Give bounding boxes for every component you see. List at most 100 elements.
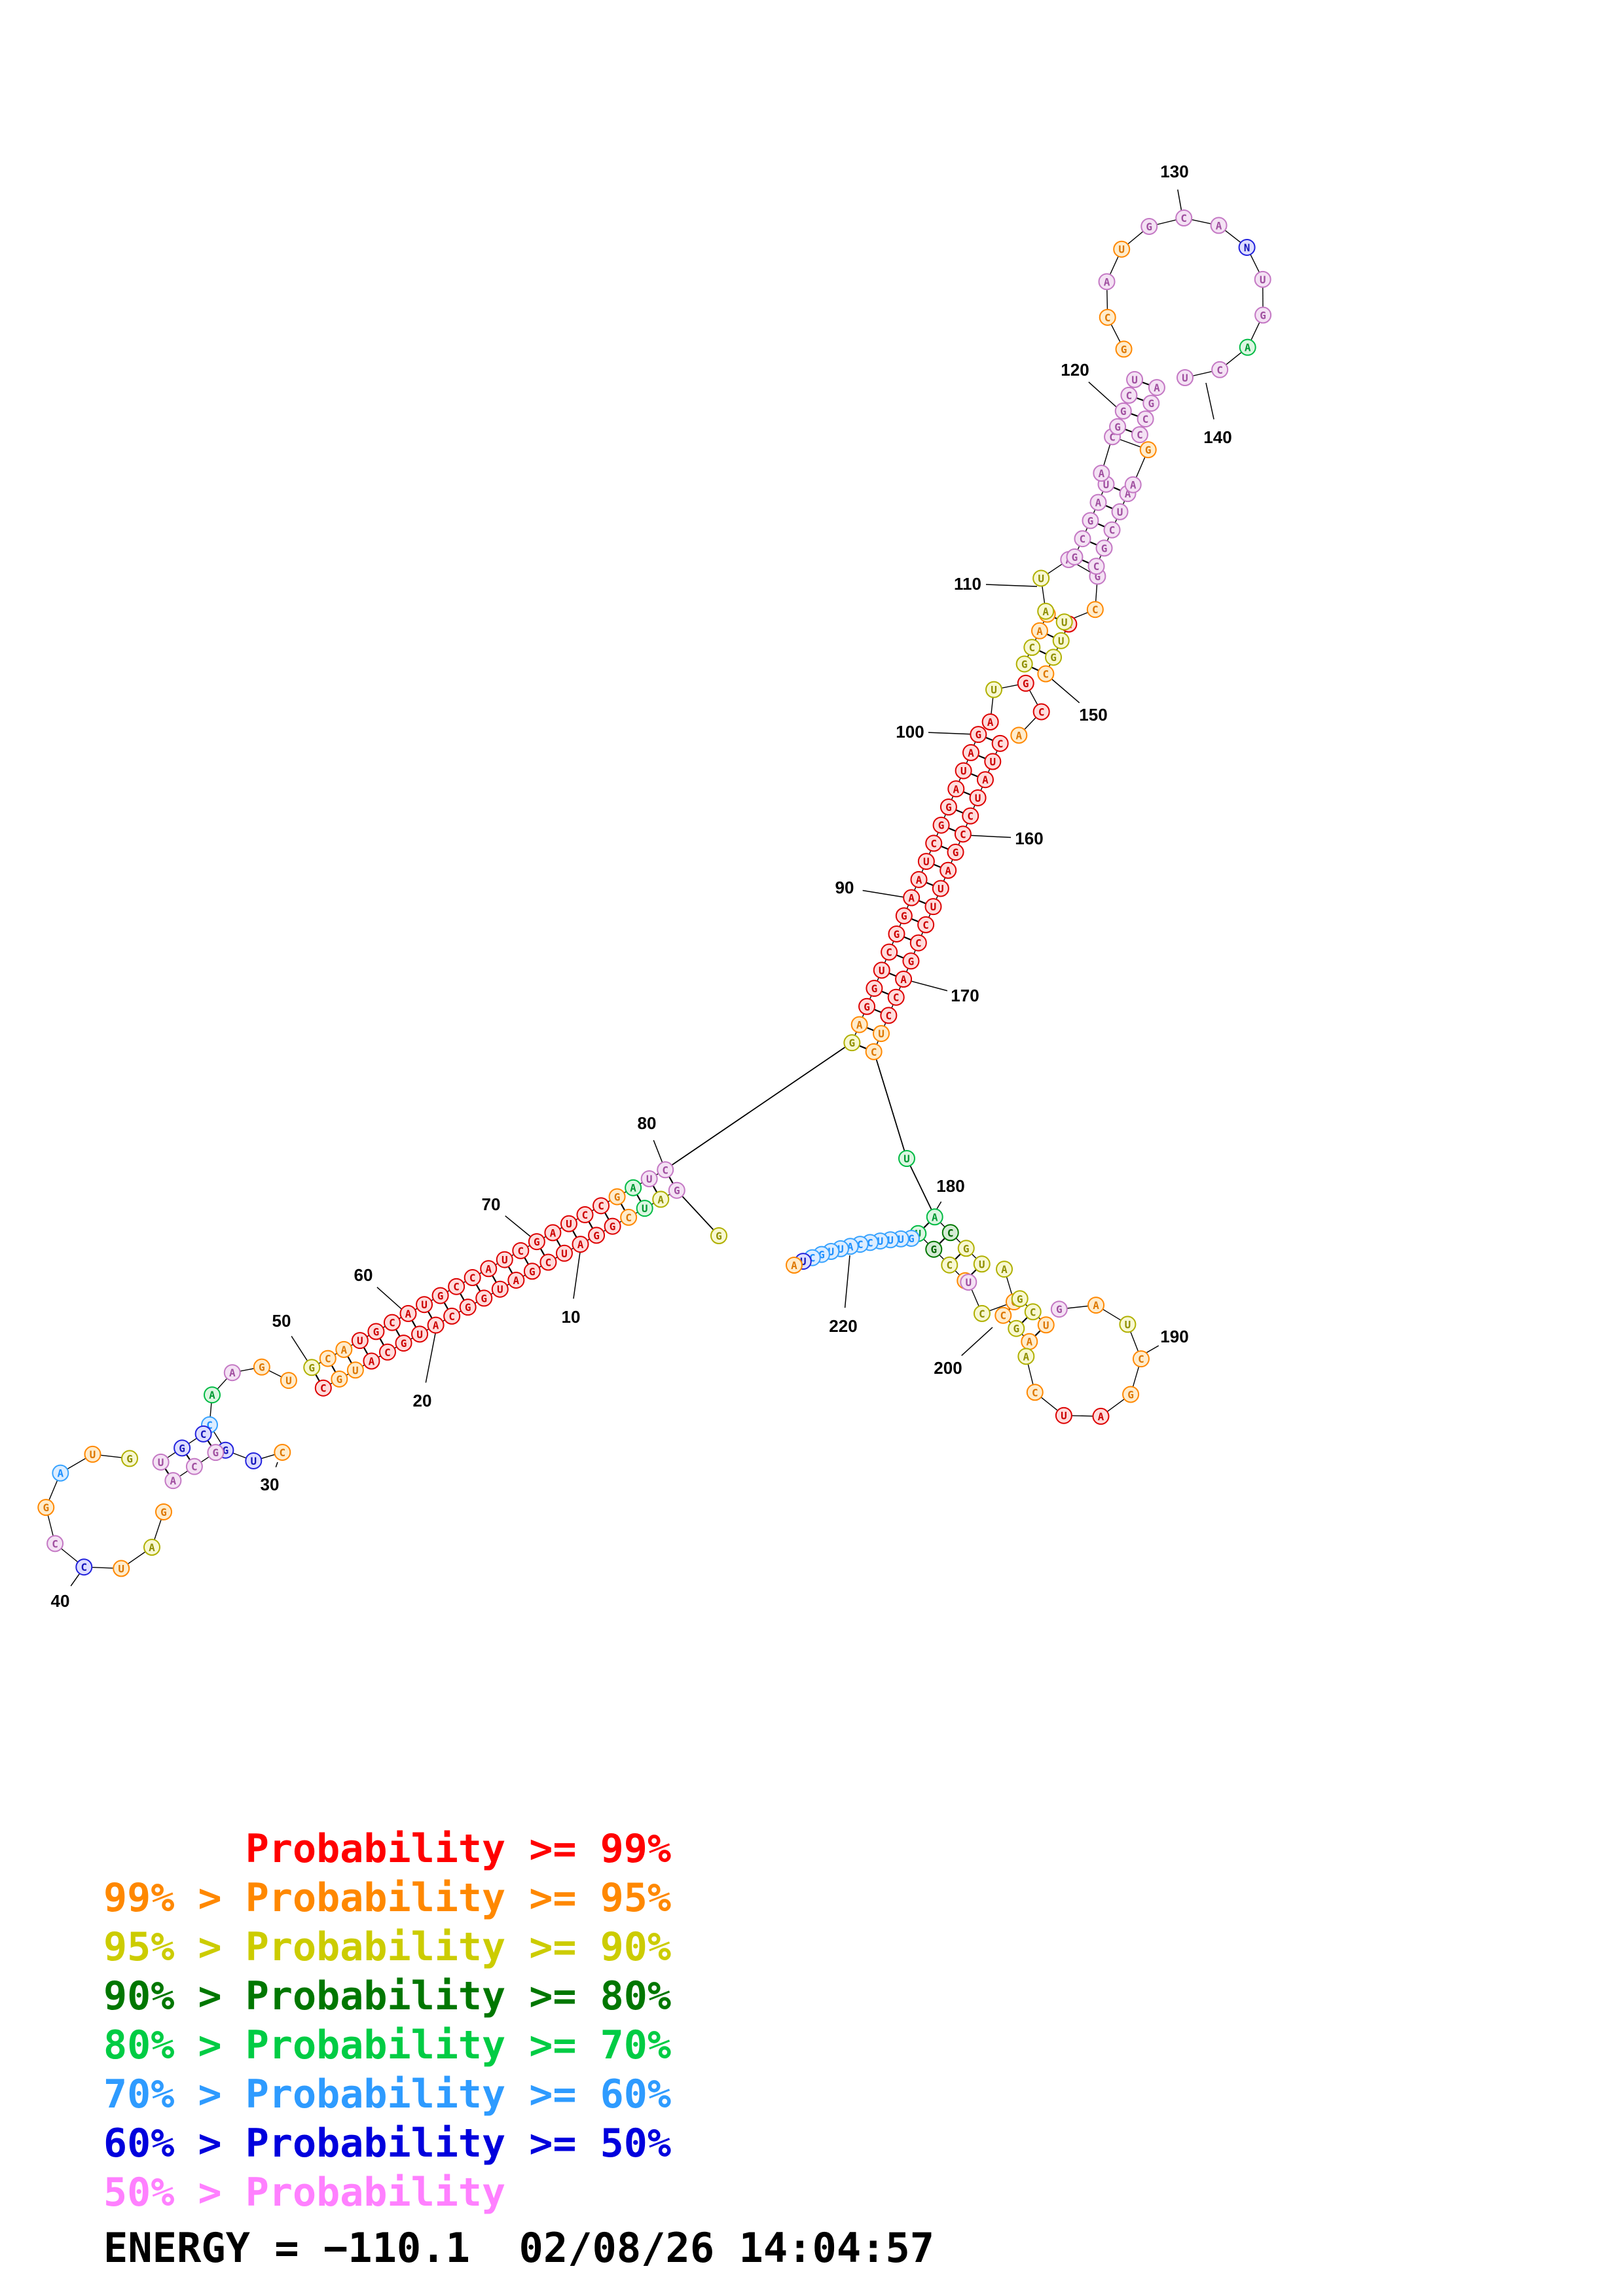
bond-line xyxy=(1047,675,1080,704)
nucleotide-letter: C xyxy=(1038,706,1045,718)
nucleotide xyxy=(245,1452,263,1469)
nucleotide-letter: C xyxy=(1093,560,1100,573)
nucleotide-letter: C xyxy=(662,1164,668,1176)
nucleotide-letter: G xyxy=(1050,651,1057,664)
nucleotide xyxy=(319,1350,337,1367)
nucleotide xyxy=(887,988,905,1006)
nucleotide-letter: G xyxy=(1056,1303,1063,1316)
nucleotide-letter: A xyxy=(550,1227,556,1239)
nucleotide-letter: C xyxy=(1216,364,1223,376)
nucleotide-letter: C xyxy=(1043,668,1049,681)
nucleotide-letter: G xyxy=(213,1446,219,1459)
nucleotide-letter: C xyxy=(52,1537,58,1550)
nucleotide xyxy=(1122,1386,1140,1403)
nucleotide xyxy=(1017,674,1034,692)
nucleotide xyxy=(620,1208,638,1226)
nucleotide-letter: G xyxy=(1072,551,1078,564)
nucleotide xyxy=(1103,521,1121,539)
position-label: 160 xyxy=(1015,829,1043,848)
nucleotide xyxy=(1114,402,1132,420)
nucleotide-letter: G xyxy=(308,1361,315,1374)
nucleotide-letter: A xyxy=(932,1211,938,1223)
position-label: 220 xyxy=(829,1316,857,1336)
nucleotide xyxy=(625,1179,642,1196)
nucleotide-letter: U xyxy=(1061,616,1068,628)
nucleotide xyxy=(865,1043,883,1060)
nucleotide xyxy=(1176,369,1194,386)
nucleotide-letter: G xyxy=(337,1373,343,1386)
nucleotide xyxy=(155,1503,172,1520)
nucleotide-letter: A xyxy=(170,1475,177,1487)
nucleotide-letter: A xyxy=(433,1319,439,1332)
position-label: 80 xyxy=(638,1113,657,1133)
nucleotide-letter: U xyxy=(800,1255,807,1268)
nucleotide xyxy=(984,753,1002,770)
nucleotide xyxy=(427,1316,445,1334)
nucleotide xyxy=(1087,1297,1105,1314)
position-label: 20 xyxy=(413,1391,432,1410)
nucleotide xyxy=(1055,1407,1072,1424)
nucleotide-letter: U xyxy=(1038,572,1044,584)
nucleotide xyxy=(331,1370,348,1388)
nucleotide-letter: G xyxy=(1095,570,1101,583)
nucleotide-letter: C xyxy=(946,1259,953,1272)
nucleotide-letter: A xyxy=(577,1238,584,1251)
nucleotide xyxy=(881,943,898,961)
nucleotide-letter: G xyxy=(871,982,878,995)
position-label: 30 xyxy=(261,1475,280,1494)
position-label: 130 xyxy=(1160,162,1188,181)
nucleotide-letter: C xyxy=(1092,603,1099,616)
nucleotide xyxy=(383,1314,401,1331)
nucleotide-letter: A xyxy=(513,1274,520,1287)
nucleotide xyxy=(37,1499,55,1516)
nucleotide xyxy=(941,1224,959,1242)
nucleotide-letter: A xyxy=(1093,1299,1099,1312)
nucleotide-letter: C xyxy=(469,1272,476,1284)
nucleotide-letter: G xyxy=(1087,514,1094,527)
nucleotide-letter: U xyxy=(975,792,981,804)
nucleotide-letter: C xyxy=(979,1308,985,1320)
nucleotide-letter: U xyxy=(979,1258,985,1270)
nucleotide xyxy=(1115,340,1133,358)
legend-row: 70% > Probability >= 60% xyxy=(103,2072,671,2117)
nucleotide-letter: A xyxy=(630,1182,636,1194)
nucleotide-letter: A xyxy=(1001,1263,1008,1276)
bond-line xyxy=(275,1462,278,1467)
position-label: 10 xyxy=(562,1307,581,1327)
nucleotide xyxy=(539,1253,557,1271)
nucleotide-letter: A xyxy=(982,774,989,786)
nucleotide-letter: C xyxy=(809,1252,816,1265)
nucleotide xyxy=(46,1535,64,1552)
nucleotide-letter: U xyxy=(250,1455,257,1467)
nucleotide-letter: U xyxy=(1131,374,1138,386)
nucleotide-letter: C xyxy=(1109,524,1116,537)
nucleotide xyxy=(1086,601,1104,619)
nucleotide xyxy=(1055,613,1073,631)
nucleotide-letter: U xyxy=(1118,243,1125,256)
nucleotide-letter: G xyxy=(1114,421,1121,433)
nucleotide-letter: C xyxy=(598,1200,604,1212)
nucleotide-letter: C xyxy=(960,828,966,840)
nucleotide-letter: U xyxy=(646,1173,653,1185)
nucleotide xyxy=(895,907,913,925)
nucleotide xyxy=(786,1257,803,1274)
bond-line xyxy=(376,1287,407,1314)
nucleotide-letter: C xyxy=(1138,1353,1144,1365)
bond-line xyxy=(862,889,909,899)
nucleotide-letter: C xyxy=(886,946,892,959)
nucleotide-letter: C xyxy=(200,1428,207,1441)
nucleotide-letter: A xyxy=(405,1308,412,1320)
nucleotide xyxy=(1087,558,1105,575)
nucleotide xyxy=(991,734,1009,752)
bond-line xyxy=(505,1215,535,1240)
bond-line xyxy=(425,1329,437,1383)
nucleotide-letter: C xyxy=(997,738,1004,750)
nucleotide-letter: A xyxy=(229,1367,236,1379)
nucleotide xyxy=(954,825,972,843)
nucleotide xyxy=(431,1287,449,1304)
bond-line xyxy=(965,834,1012,838)
nucleotide-letter: G xyxy=(160,1506,167,1518)
nucleotide xyxy=(113,1560,130,1577)
bond-line xyxy=(905,979,948,992)
nucleotide-letter: U xyxy=(421,1299,428,1311)
